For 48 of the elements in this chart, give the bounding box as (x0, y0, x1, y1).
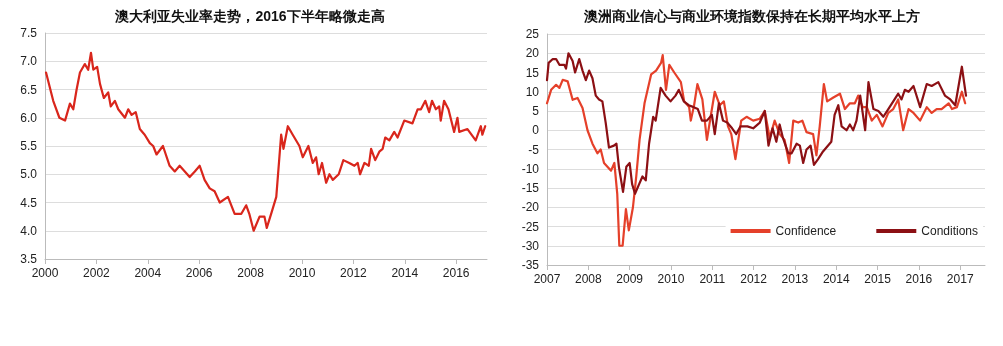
line-series (44, 51, 487, 232)
y-tick-label: 10 (525, 84, 540, 99)
y-tick-label: 0 (532, 123, 540, 138)
y-tick-label: -35 (521, 258, 540, 272)
y-tick-label: -30 (521, 238, 540, 253)
y-tick-label: -5 (528, 142, 540, 157)
x-tick-label: 2011 (699, 272, 726, 286)
y-tick-label: -20 (521, 200, 540, 215)
y-tick-label: -25 (521, 219, 540, 234)
y-tick-label: 7.0 (20, 54, 38, 69)
y-tick-label: 20 (525, 46, 540, 61)
y-tick-label: -10 (521, 161, 540, 176)
line-series (545, 52, 968, 195)
x-tick-label: 2002 (83, 266, 111, 280)
y-tick-label: 5.5 (20, 139, 38, 153)
y-tick-label: 6.5 (20, 82, 38, 97)
x-tick-label: 2017 (946, 272, 974, 286)
x-tick-label: 2008 (237, 266, 265, 280)
x-tick-label: 2014 (822, 272, 850, 286)
x-tick-label: 2014 (391, 266, 419, 280)
x-tick-label: 2009 (616, 272, 644, 286)
x-tick-label: 2013 (781, 272, 809, 286)
x-tick-label: 2015 (864, 272, 892, 286)
x-tick-label: 2006 (185, 266, 213, 280)
y-tick-label: 25 (525, 27, 540, 41)
x-tick-label: 2012 (340, 266, 368, 280)
chart-title: 澳洲商业信心与商业环境指数保持在长期平均水平上方 (582, 8, 920, 24)
x-tick-label: 2010 (657, 272, 685, 286)
y-tick-label: 15 (525, 65, 540, 80)
y-tick-label: 3.5 (20, 252, 38, 266)
y-tick-label: -15 (521, 181, 540, 195)
chart-title: 澳大利亚失业率走势，2016下半年略微走高 (114, 8, 385, 24)
x-tick-label: 2008 (574, 272, 602, 286)
x-tick-label: 2010 (288, 266, 316, 280)
legend-label: Confidence (775, 224, 837, 238)
x-tick-label: 2012 (740, 272, 768, 286)
y-tick-label: 7.5 (20, 26, 38, 40)
y-tick-label: 6.0 (20, 110, 38, 125)
x-tick-label: 2004 (134, 266, 162, 280)
legend-label: Conditions (921, 224, 978, 238)
y-tick-label: 5.0 (20, 167, 38, 182)
y-tick-label: 4.0 (20, 223, 38, 238)
x-tick-label: 2000 (31, 266, 59, 280)
y-tick-label: 5 (532, 104, 540, 118)
y-tick-label: 4.5 (20, 195, 38, 210)
x-tick-label: 2007 (533, 272, 561, 286)
x-tick-label: 2016 (905, 272, 933, 286)
x-tick-label: 2016 (442, 266, 470, 280)
